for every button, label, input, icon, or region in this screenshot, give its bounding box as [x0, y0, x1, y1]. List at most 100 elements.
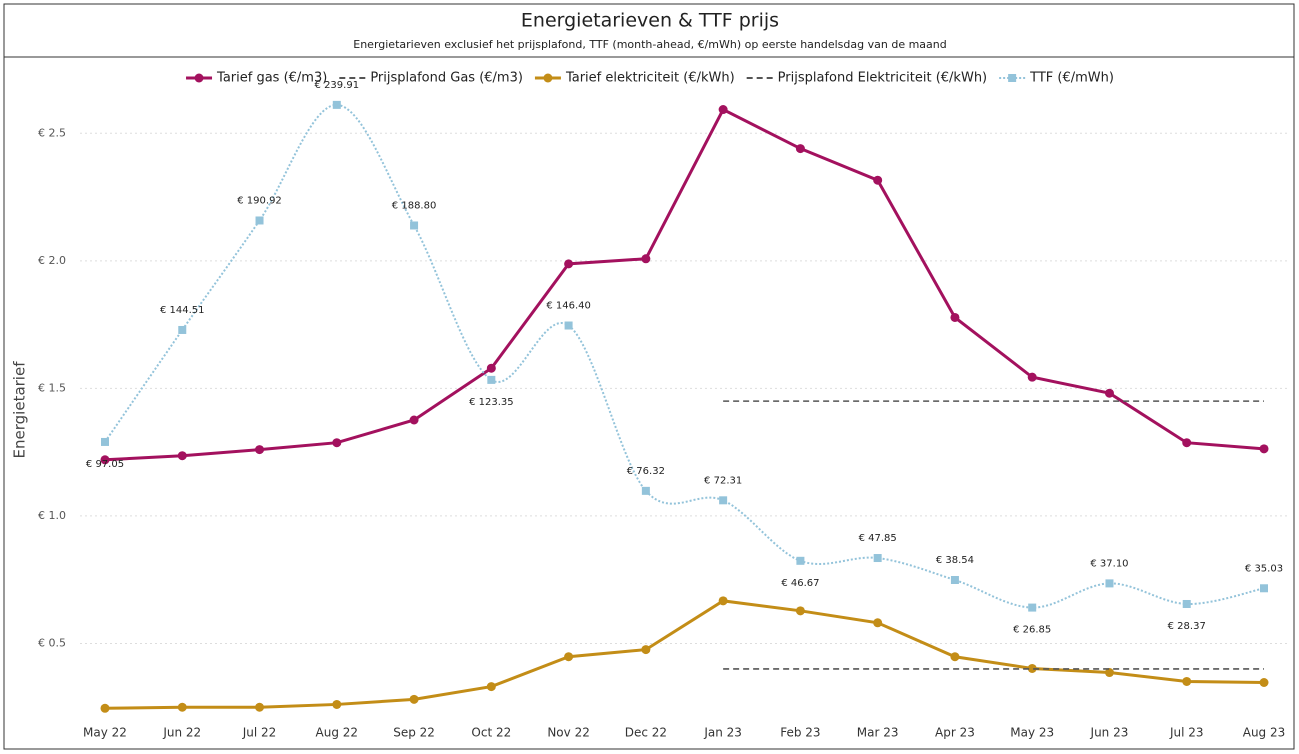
y-axis-label: Energietarief — [11, 361, 29, 459]
data-point — [178, 325, 187, 334]
data-point — [332, 699, 342, 709]
data-point — [410, 221, 419, 230]
chart-subtitle: Energietarieven exclusief het prijsplafo… — [353, 38, 946, 51]
data-point — [719, 496, 728, 505]
x-tick-label: Feb 23 — [780, 726, 820, 740]
x-tick-label: Mar 23 — [857, 726, 899, 740]
x-tick-label: Jan 23 — [703, 726, 742, 740]
legend-label: Prijsplafond Gas (€/m3) — [370, 71, 523, 86]
data-point — [873, 618, 883, 628]
data-point — [1104, 668, 1114, 678]
data-label: € 239.91 — [315, 80, 360, 91]
data-point — [100, 703, 110, 713]
data-label: € 46.67 — [781, 578, 819, 589]
y-tick-label: € 0.5 — [38, 636, 66, 649]
data-point — [950, 312, 960, 322]
data-point — [1028, 603, 1037, 612]
legend-marker — [543, 73, 553, 83]
data-point — [1104, 388, 1114, 398]
legend-item: Prijsplafond Elektriciteit (€/kWh) — [746, 71, 987, 86]
x-tick-label: Aug 23 — [1243, 726, 1286, 740]
legend-label: Tarief gas (€/m3) — [216, 71, 327, 86]
data-label: € 35.03 — [1245, 563, 1283, 574]
x-tick-label: May 22 — [83, 726, 127, 740]
legend-label: TTF (€/mWh) — [1029, 71, 1114, 86]
data-label: € 190.92 — [237, 195, 282, 206]
data-point — [564, 259, 574, 269]
data-point — [950, 652, 960, 662]
data-point — [564, 652, 574, 662]
data-point — [486, 363, 496, 373]
x-tick-label: Jul 23 — [1169, 726, 1204, 740]
data-point — [795, 144, 805, 154]
data-point — [409, 694, 419, 704]
legend-item: Prijsplafond Gas (€/m3) — [339, 71, 523, 86]
data-point — [177, 702, 187, 712]
data-point — [1259, 678, 1269, 687]
legend-item: Tarief gas (€/m3) — [186, 71, 327, 86]
data-label: € 38.54 — [936, 555, 974, 566]
data-label: € 144.51 — [160, 305, 205, 316]
y-tick-label: € 2.0 — [38, 254, 66, 267]
data-label: € 37.10 — [1090, 558, 1128, 569]
x-tick-label: May 23 — [1010, 726, 1054, 740]
data-point — [1027, 663, 1037, 673]
data-point — [1259, 444, 1269, 454]
legend: Tarief gas (€/m3) Prijsplafond Gas (€/m3)… — [186, 71, 1114, 86]
data-point — [795, 606, 805, 616]
x-tick-label: Dec 22 — [625, 726, 667, 740]
data-point — [641, 486, 650, 495]
x-tick-label: Jun 22 — [162, 726, 201, 740]
data-point — [796, 556, 805, 565]
data-label: € 47.85 — [859, 533, 897, 544]
data-point — [1182, 438, 1192, 448]
chart-frame — [3, 3, 1295, 750]
data-point — [1027, 372, 1037, 382]
x-tick-label: Nov 22 — [547, 726, 590, 740]
data-label: € 146.40 — [546, 301, 591, 312]
data-label: € 123.35 — [469, 397, 514, 408]
data-point — [873, 554, 882, 563]
legend-marker — [1008, 74, 1017, 82]
data-label: € 28.37 — [1168, 621, 1206, 632]
x-tick-label: Sep 22 — [393, 726, 435, 740]
legend-label: Prijsplafond Elektriciteit (€/kWh) — [778, 71, 987, 86]
legend-marker — [194, 73, 204, 83]
data-point — [255, 702, 265, 712]
series-line — [104, 599, 1265, 710]
data-label: € 72.31 — [704, 475, 742, 486]
data-point — [255, 216, 264, 225]
y-tick-label: € 2.5 — [38, 126, 66, 139]
data-label: € 97.05 — [86, 459, 124, 470]
legend-item: TTF (€/mWh) — [999, 71, 1114, 86]
data-point — [487, 375, 496, 384]
data-point — [1105, 579, 1114, 588]
data-point — [332, 438, 342, 448]
data-point — [100, 455, 110, 465]
data-label: € 76.32 — [627, 466, 665, 477]
data-point — [1182, 676, 1192, 686]
data-point — [101, 437, 109, 446]
data-point — [641, 254, 651, 264]
chart-title: Energietarieven & TTF prijs — [521, 10, 779, 32]
data-point — [873, 175, 883, 185]
data-point — [409, 415, 419, 425]
data-point — [950, 575, 959, 584]
x-tick-label: Jul 22 — [242, 726, 277, 740]
data-point — [1182, 599, 1191, 608]
data-point — [718, 105, 728, 115]
data-point — [1260, 584, 1268, 593]
x-tick-label: Oct 22 — [471, 726, 511, 740]
data-point — [564, 321, 573, 330]
series-line — [104, 107, 1265, 462]
data-point — [641, 645, 651, 655]
data-point — [255, 445, 265, 455]
data-point — [486, 682, 496, 692]
x-tick-label: Jun 23 — [1090, 726, 1129, 740]
data-label: € 188.80 — [392, 200, 437, 211]
data-point — [177, 451, 187, 461]
legend-item: Tarief elektriciteit (€/kWh) — [534, 71, 735, 86]
y-tick-label: € 1.5 — [38, 381, 66, 394]
data-label: € 26.85 — [1013, 625, 1051, 636]
